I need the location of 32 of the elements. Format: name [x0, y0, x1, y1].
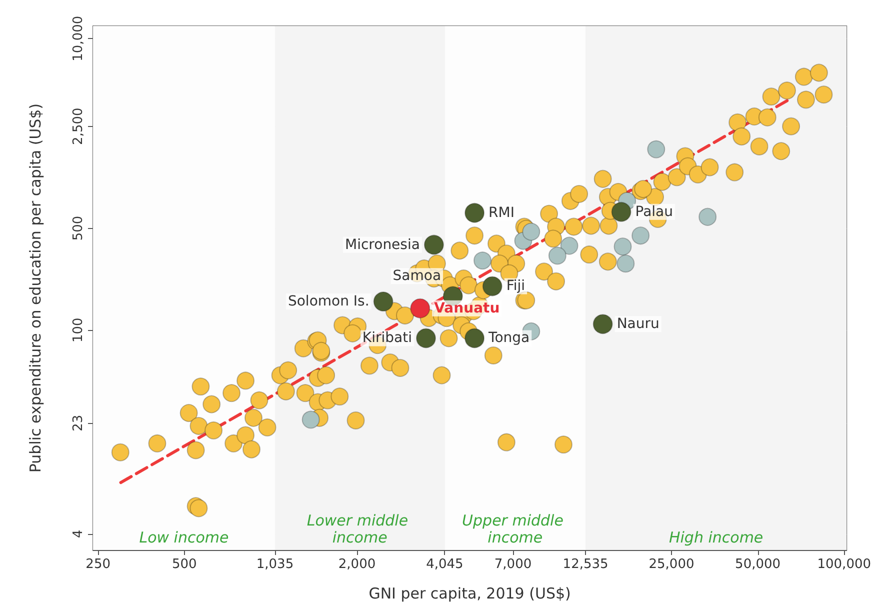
- band-label: Low income: [139, 528, 229, 546]
- x-tick-label: 100,000: [817, 557, 872, 572]
- x-tick-label: 500: [172, 557, 197, 572]
- band-label: Lower middle income: [306, 512, 413, 546]
- y-tick-label: 4: [71, 530, 86, 538]
- data-label: Samoa: [392, 268, 442, 284]
- y-tick-label: 100: [71, 318, 86, 343]
- data-label: Solomon Is.: [288, 294, 370, 310]
- data-label: Tonga: [488, 330, 530, 346]
- data-label: Micronesia: [345, 236, 420, 253]
- x-tick-label: 2,000: [338, 557, 376, 572]
- x-tick-label: 1,035: [256, 557, 294, 572]
- x-tick-label: 12,535: [562, 557, 608, 572]
- data-label: Vanuatu: [434, 300, 500, 316]
- x-tick-label: 7,000: [494, 557, 532, 572]
- data-label: Nauru: [616, 316, 660, 332]
- y-axis-title: Public expenditure on education per capita (US$): [26, 103, 44, 473]
- x-axis-title: GNI per capita, 2019 (US$): [368, 584, 571, 602]
- band-label: High income: [668, 528, 764, 546]
- y-tick-label: 500: [71, 216, 86, 241]
- data-label: Kiribati: [362, 330, 412, 346]
- y-tick-label: 2,500: [71, 108, 86, 145]
- y-tick-label: 23: [71, 414, 86, 432]
- y-tick-label: 10,000: [71, 16, 86, 62]
- x-tick-label: 250: [86, 557, 110, 572]
- x-tick-label: 4,045: [426, 557, 464, 572]
- x-tick-label: 50,000: [735, 557, 781, 572]
- data-label: RMI: [488, 204, 514, 221]
- x-tick-label: 25,000: [648, 557, 694, 572]
- data-label: Palau: [635, 204, 673, 220]
- band-label: Upper middle income: [462, 512, 568, 546]
- data-label: Fiji: [506, 278, 526, 294]
